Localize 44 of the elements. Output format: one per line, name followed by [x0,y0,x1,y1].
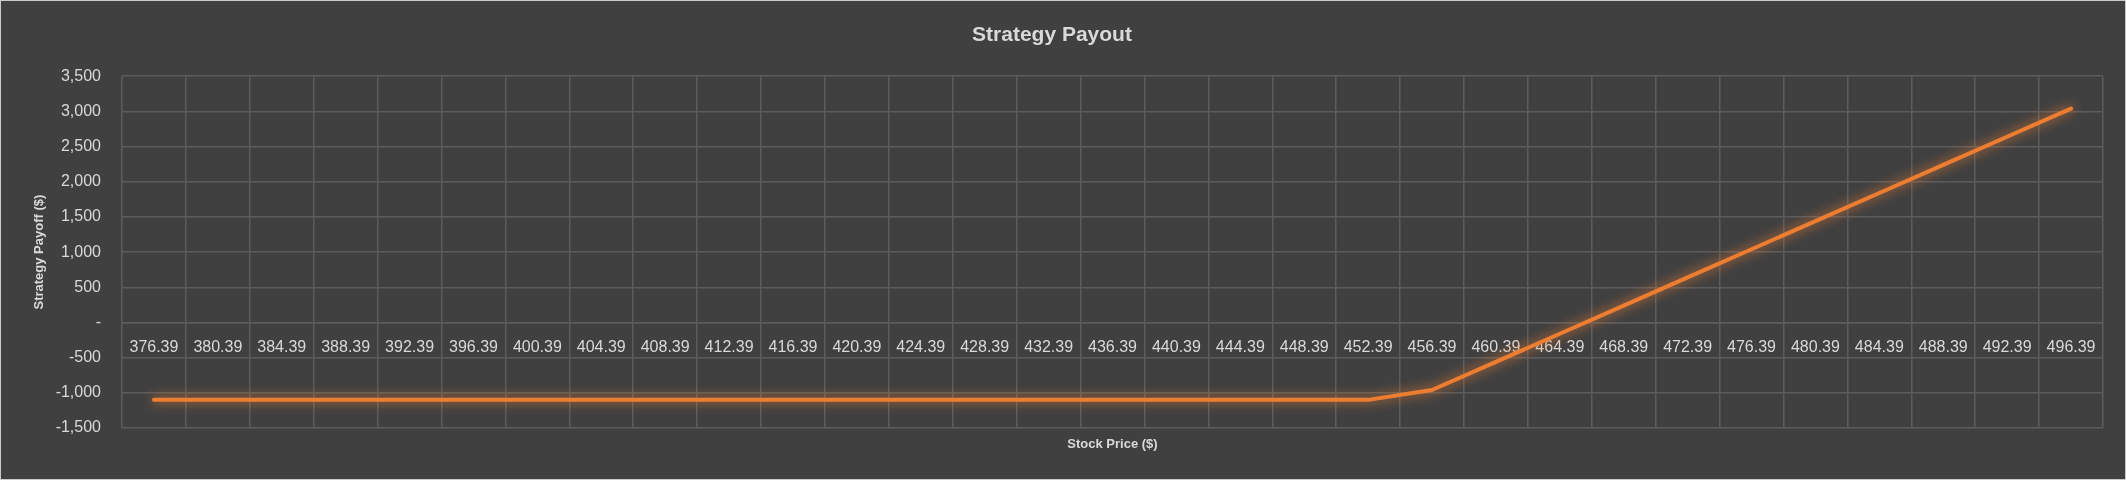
x-tick-label: 472.39 [1663,338,1713,356]
x-tick-label: 388.39 [321,338,371,356]
x-tick-label: 408.39 [640,338,690,356]
x-tick-label: 396.39 [449,338,499,356]
x-tick-label: 416.39 [768,338,818,356]
y-tick-label: 1,000 [60,242,102,260]
y-tick-label: -1,000 [55,383,102,401]
x-tick-label: 448.39 [1279,338,1329,356]
chart-title: Strategy Payout [972,22,1132,46]
y-tick-label: 500 [74,277,102,295]
y-tick-label: 2,000 [60,172,102,190]
y-tick-label: 3,000 [60,101,102,119]
x-tick-label: 492.39 [1982,338,2032,356]
x-tick-label: 484.39 [1854,338,1904,356]
y-tick-label: 3,500 [60,66,102,84]
x-tick-label: 400.39 [512,338,562,356]
x-tick-label: 452.39 [1343,338,1393,356]
x-tick-label: 460.39 [1471,338,1521,356]
x-tick-label: 420.39 [832,338,882,356]
x-tick-label: 428.39 [960,338,1010,356]
x-tick-label: 488.39 [1918,338,1968,356]
x-tick-label: 444.39 [1215,338,1265,356]
y-axis-title: Strategy Payoff ($) [31,194,47,310]
y-tick-label: -1,500 [55,418,102,436]
x-tick-label: 404.39 [576,338,626,356]
x-tick-label: 412.39 [704,338,754,356]
x-tick-label: 436.39 [1088,338,1138,356]
x-tick-label: 476.39 [1727,338,1777,356]
x-tick-label: 440.39 [1151,338,1201,356]
x-tick-label: 432.39 [1024,338,1074,356]
x-tick-label: 424.39 [896,338,946,356]
x-tick-label: 456.39 [1407,338,1457,356]
x-tick-label: 380.39 [193,338,243,356]
x-axis-title: Stock Price ($) [1067,435,1158,451]
y-tick-label: - [95,312,101,330]
y-tick-label: 2,500 [60,136,102,154]
x-tick-label: 496.39 [2046,338,2096,356]
x-tick-label: 468.39 [1599,338,1649,356]
x-tick-label: 392.39 [385,338,435,356]
x-tick-label: 376.39 [129,338,179,356]
x-tick-label: 480.39 [1790,338,1841,356]
x-tick-label: 384.39 [257,338,307,356]
y-tick-label: 1,500 [60,207,102,225]
y-tick-label: -500 [68,348,102,366]
